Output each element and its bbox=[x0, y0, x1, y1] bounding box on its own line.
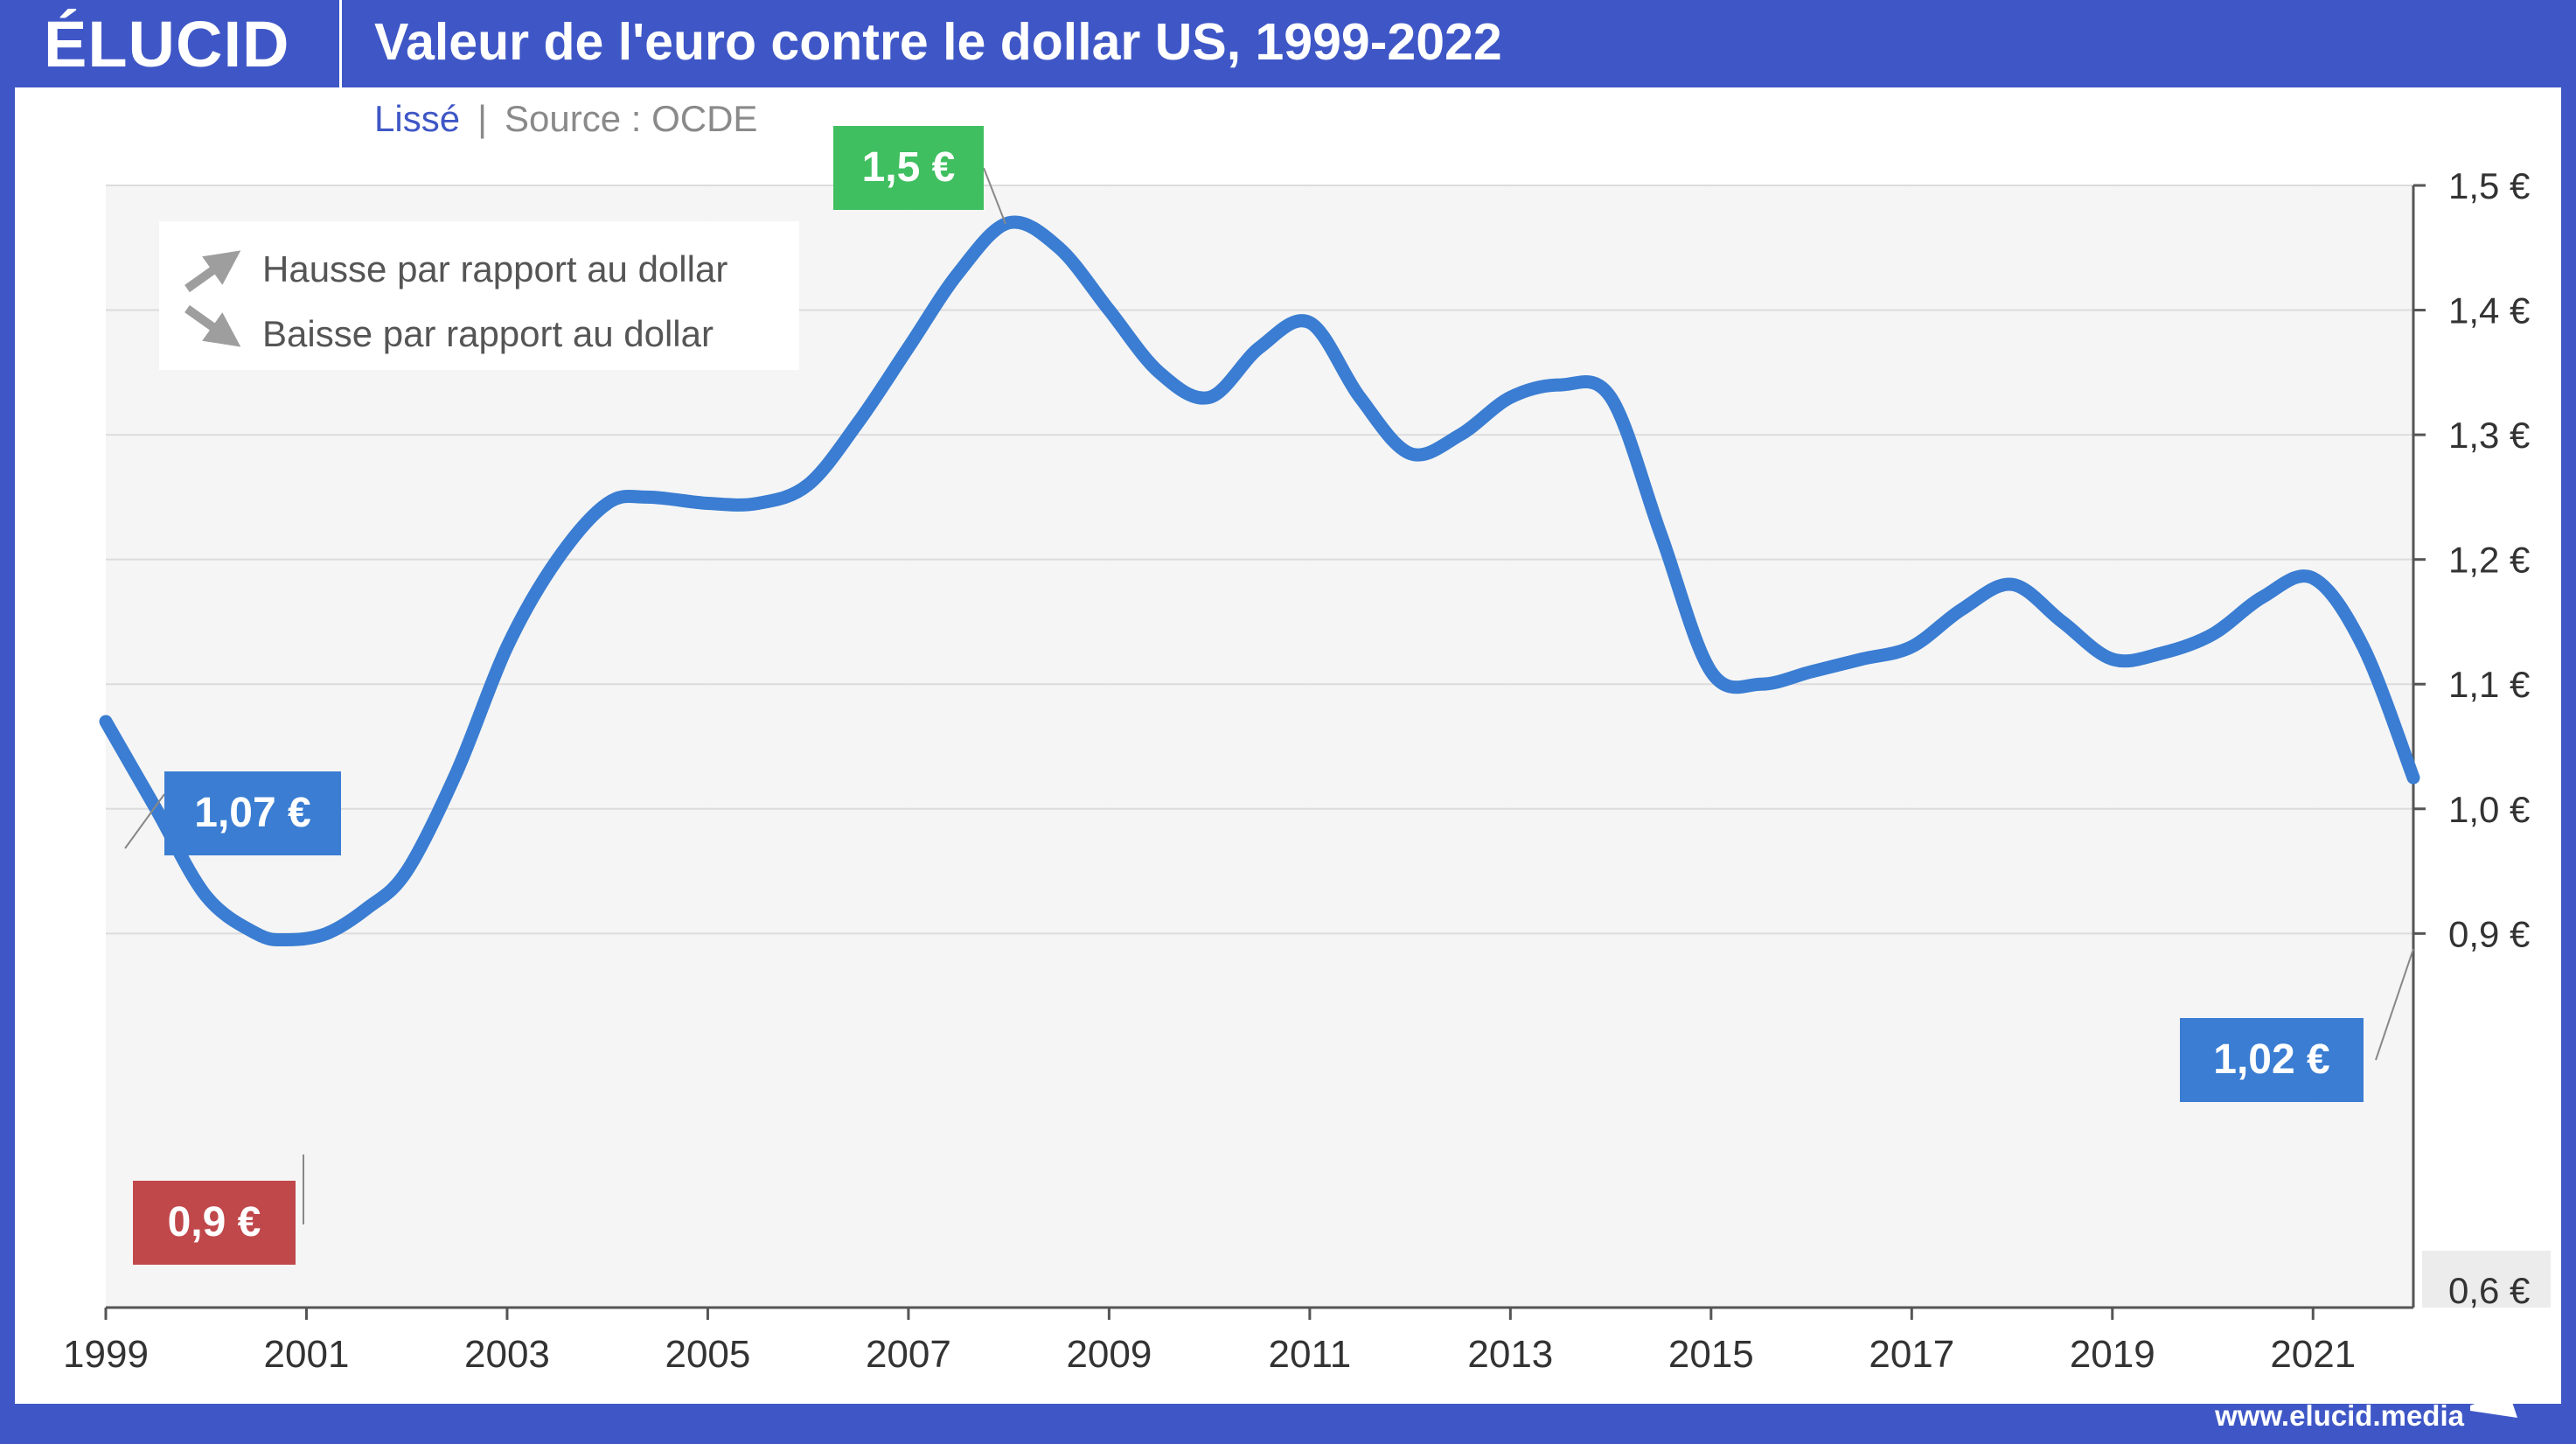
subtitle-smoothed: Lissé bbox=[374, 98, 461, 139]
x-tick-label: 2009 bbox=[1066, 1333, 1152, 1376]
year-band bbox=[707, 185, 909, 1308]
y-floor-band bbox=[2422, 1251, 2551, 1308]
y-tick-label: 1,3 € bbox=[2448, 415, 2530, 456]
footer-url: www.elucid.media bbox=[2215, 1399, 2464, 1432]
y-tick-label: 0,9 € bbox=[2448, 913, 2530, 954]
subtitle-separator: | bbox=[477, 98, 487, 139]
x-axis-ticks: 1999 2001 2003 2005 2007 2009 2011 2013 2015 2017… bbox=[63, 1308, 2356, 1376]
x-tick-label: 2003 bbox=[464, 1333, 550, 1376]
annotation-label: 1,5 € bbox=[862, 144, 956, 191]
x-tick-label: 2005 bbox=[665, 1333, 750, 1376]
y-tick-label: 1,1 € bbox=[2448, 664, 2530, 705]
year-band bbox=[908, 185, 1110, 1308]
x-tick-label: 2017 bbox=[1869, 1333, 1954, 1376]
down-arrow-icon bbox=[184, 304, 241, 347]
axes bbox=[106, 185, 2415, 1309]
annotation-leader bbox=[2375, 948, 2414, 1061]
x-tick-label: 1999 bbox=[63, 1333, 149, 1376]
y-tick-label: 1,5 € bbox=[2448, 165, 2530, 206]
year-band bbox=[1109, 185, 1310, 1308]
chart-title: Valeur de l'euro contre le dollar US, 19… bbox=[374, 13, 1502, 71]
annotation-box bbox=[2180, 1018, 2364, 1102]
annotations: 1,07 € 0,9 € 1,5 € 1,02 € bbox=[124, 126, 2414, 1265]
annotation-box bbox=[833, 126, 984, 210]
y-floor-label: 0,6 € bbox=[2448, 1270, 2530, 1311]
year-band bbox=[106, 185, 307, 1308]
y-tick-label: 1,2 € bbox=[2448, 540, 2530, 581]
annotation-leader bbox=[983, 167, 1006, 225]
footer-logo-mark bbox=[2470, 1388, 2517, 1418]
year-band bbox=[1710, 185, 1912, 1308]
legend-down-label: Baisse par rapport au dollar bbox=[262, 313, 714, 354]
x-tick-label: 2011 bbox=[1269, 1333, 1352, 1376]
annotation-box bbox=[133, 1181, 296, 1265]
line-chart: 1999 2001 2003 2005 2007 2009 2011 2013 2015 2017… bbox=[63, 126, 2551, 1376]
x-tick-label: 2001 bbox=[264, 1333, 350, 1376]
elucid-logo: ÉLUCID bbox=[44, 8, 290, 80]
year-band bbox=[506, 185, 708, 1308]
subtitle: Lissé | Source : OCDE bbox=[374, 98, 757, 140]
chart-card: 1999 2001 2003 2005 2007 2009 2011 2013 2015 2017… bbox=[15, 87, 2561, 1404]
year-band bbox=[1911, 185, 2113, 1308]
annotation-label: 0,9 € bbox=[168, 1199, 261, 1245]
y-tick-label: 1,0 € bbox=[2448, 789, 2530, 830]
legend-up-label: Hausse par rapport au dollar bbox=[262, 248, 728, 289]
annotation-box bbox=[164, 771, 341, 855]
x-tick-label: 2015 bbox=[1668, 1333, 1754, 1376]
legend: Hausse par rapport au dollar Baisse par … bbox=[159, 221, 799, 370]
series-line-euro-usd bbox=[99, 215, 2420, 947]
legend-box bbox=[159, 221, 799, 370]
y-axis-ticks: 0,9 € 1,0 € 1,1 € 1,2 € 1,3 € 1,4 € 1,5 € 0,6 € bbox=[2413, 165, 2530, 1311]
y-tick-label: 1,4 € bbox=[2448, 290, 2530, 331]
x-tick-label: 2019 bbox=[2070, 1333, 2155, 1376]
year-band bbox=[2112, 185, 2314, 1308]
x-tick-label: 2007 bbox=[866, 1333, 951, 1376]
x-tick-label: 2013 bbox=[1467, 1333, 1553, 1376]
header-divider bbox=[339, 0, 342, 87]
annotation-label: 1,07 € bbox=[194, 790, 310, 836]
x-tick-label: 2021 bbox=[2270, 1333, 2356, 1376]
annotation-label: 1,02 € bbox=[2213, 1036, 2329, 1083]
year-band bbox=[1510, 185, 1711, 1308]
annotation-leader bbox=[124, 793, 165, 849]
up-arrow-icon bbox=[184, 250, 241, 293]
subtitle-source: Source : OCDE bbox=[504, 98, 758, 139]
year-bands bbox=[106, 185, 2551, 1308]
